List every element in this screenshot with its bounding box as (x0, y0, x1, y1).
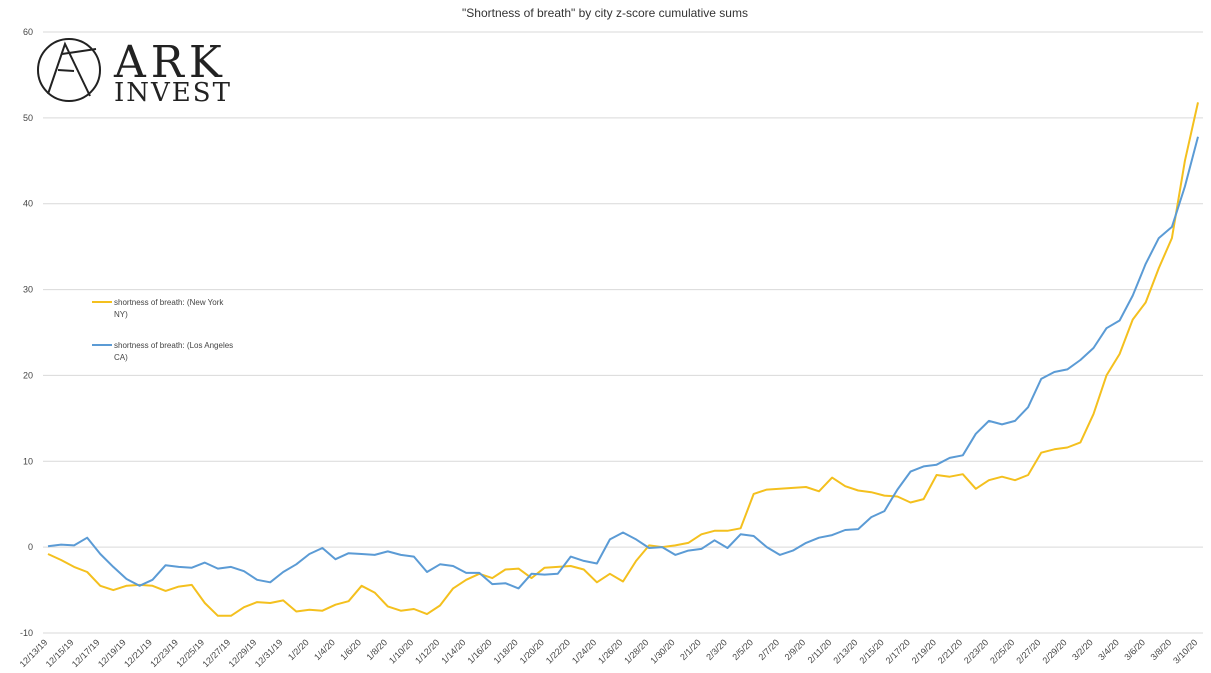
y-tick-label: 20 (23, 370, 33, 380)
y-tick-label: 0 (28, 542, 33, 552)
y-tick-label: 40 (23, 199, 33, 209)
x-tick-label: 2/19/20 (910, 637, 938, 665)
x-tick-label: 2/27/20 (1014, 637, 1042, 665)
logo-text-invest: INVEST (114, 78, 232, 108)
x-tick-label: 2/25/20 (988, 637, 1016, 665)
legend-label-new-york-line2: NY) (114, 310, 128, 319)
chart-title: "Shortness of breath" by city z-score cu… (462, 6, 748, 20)
x-tick-label: 1/10/20 (387, 637, 415, 665)
x-tick-label: 2/5/20 (730, 637, 755, 662)
x-tick-label: 2/17/20 (884, 637, 912, 665)
series-lines (47, 102, 1199, 617)
x-tick-label: 1/2/20 (286, 637, 311, 662)
x-tick-label: 3/2/20 (1070, 637, 1095, 662)
logo-text-ark: ARK (113, 37, 227, 88)
x-tick-label: 1/26/20 (596, 637, 624, 665)
y-tick-label: 50 (23, 113, 33, 123)
x-tick-label: 1/22/20 (544, 637, 572, 665)
x-tick-label: 1/4/20 (312, 637, 337, 662)
x-tick-label: 1/24/20 (570, 637, 598, 665)
gridlines (43, 31, 1203, 634)
ark-logo-icon (37, 38, 101, 102)
x-tick-label: 3/4/20 (1096, 637, 1121, 662)
y-tick-label: 10 (23, 456, 33, 466)
x-tick-label: 2/13/20 (831, 637, 859, 665)
x-tick-label: 1/28/20 (622, 637, 650, 665)
x-tick-label: 2/29/20 (1040, 637, 1068, 665)
x-tick-label: 1/6/20 (338, 637, 363, 662)
x-tick-label: 3/6/20 (1122, 637, 1147, 662)
ark-invest-logo: ARK INVEST (37, 37, 232, 108)
x-axis: 12/13/1912/15/1912/17/1912/19/1912/21/19… (18, 637, 1200, 669)
y-tick-label: 60 (23, 27, 33, 37)
y-axis: -10 0 10 20 30 40 50 60 (20, 27, 33, 638)
legend-label-new-york-line1: shortness of breath: (New York (114, 298, 224, 307)
x-tick-label: 2/15/20 (857, 637, 885, 665)
y-tick-label: -10 (20, 628, 33, 638)
legend: shortness of breath: (New York NY) short… (92, 298, 233, 362)
x-tick-label: 2/7/20 (756, 637, 781, 662)
x-tick-label: 2/9/20 (783, 637, 808, 662)
x-tick-label: 1/8/20 (364, 637, 389, 662)
x-tick-label: 3/8/20 (1149, 637, 1174, 662)
y-tick-label: 30 (23, 285, 33, 295)
legend-label-los-angeles-line2: CA) (114, 353, 128, 362)
x-tick-label: 2/3/20 (704, 637, 729, 662)
x-tick-label: 2/21/20 (936, 637, 964, 665)
x-tick-label: 1/12/20 (413, 637, 441, 665)
x-tick-label: 2/11/20 (806, 637, 834, 665)
x-tick-label: 1/20/20 (518, 637, 546, 665)
series-line-new-york (47, 102, 1199, 617)
series-line-los-angeles (47, 136, 1199, 590)
x-tick-label: 2/23/20 (962, 637, 990, 665)
x-tick-label: 1/14/20 (439, 637, 467, 665)
x-tick-label: 12/31/19 (253, 637, 285, 669)
x-tick-label: 3/10/20 (1171, 637, 1199, 665)
x-tick-label: 1/16/20 (465, 637, 493, 665)
legend-label-los-angeles-line1: shortness of breath: (Los Angeles (114, 341, 233, 350)
x-tick-label: 1/30/20 (648, 637, 676, 665)
x-tick-label: 1/18/20 (492, 637, 520, 665)
x-tick-label: 2/1/20 (678, 637, 703, 662)
